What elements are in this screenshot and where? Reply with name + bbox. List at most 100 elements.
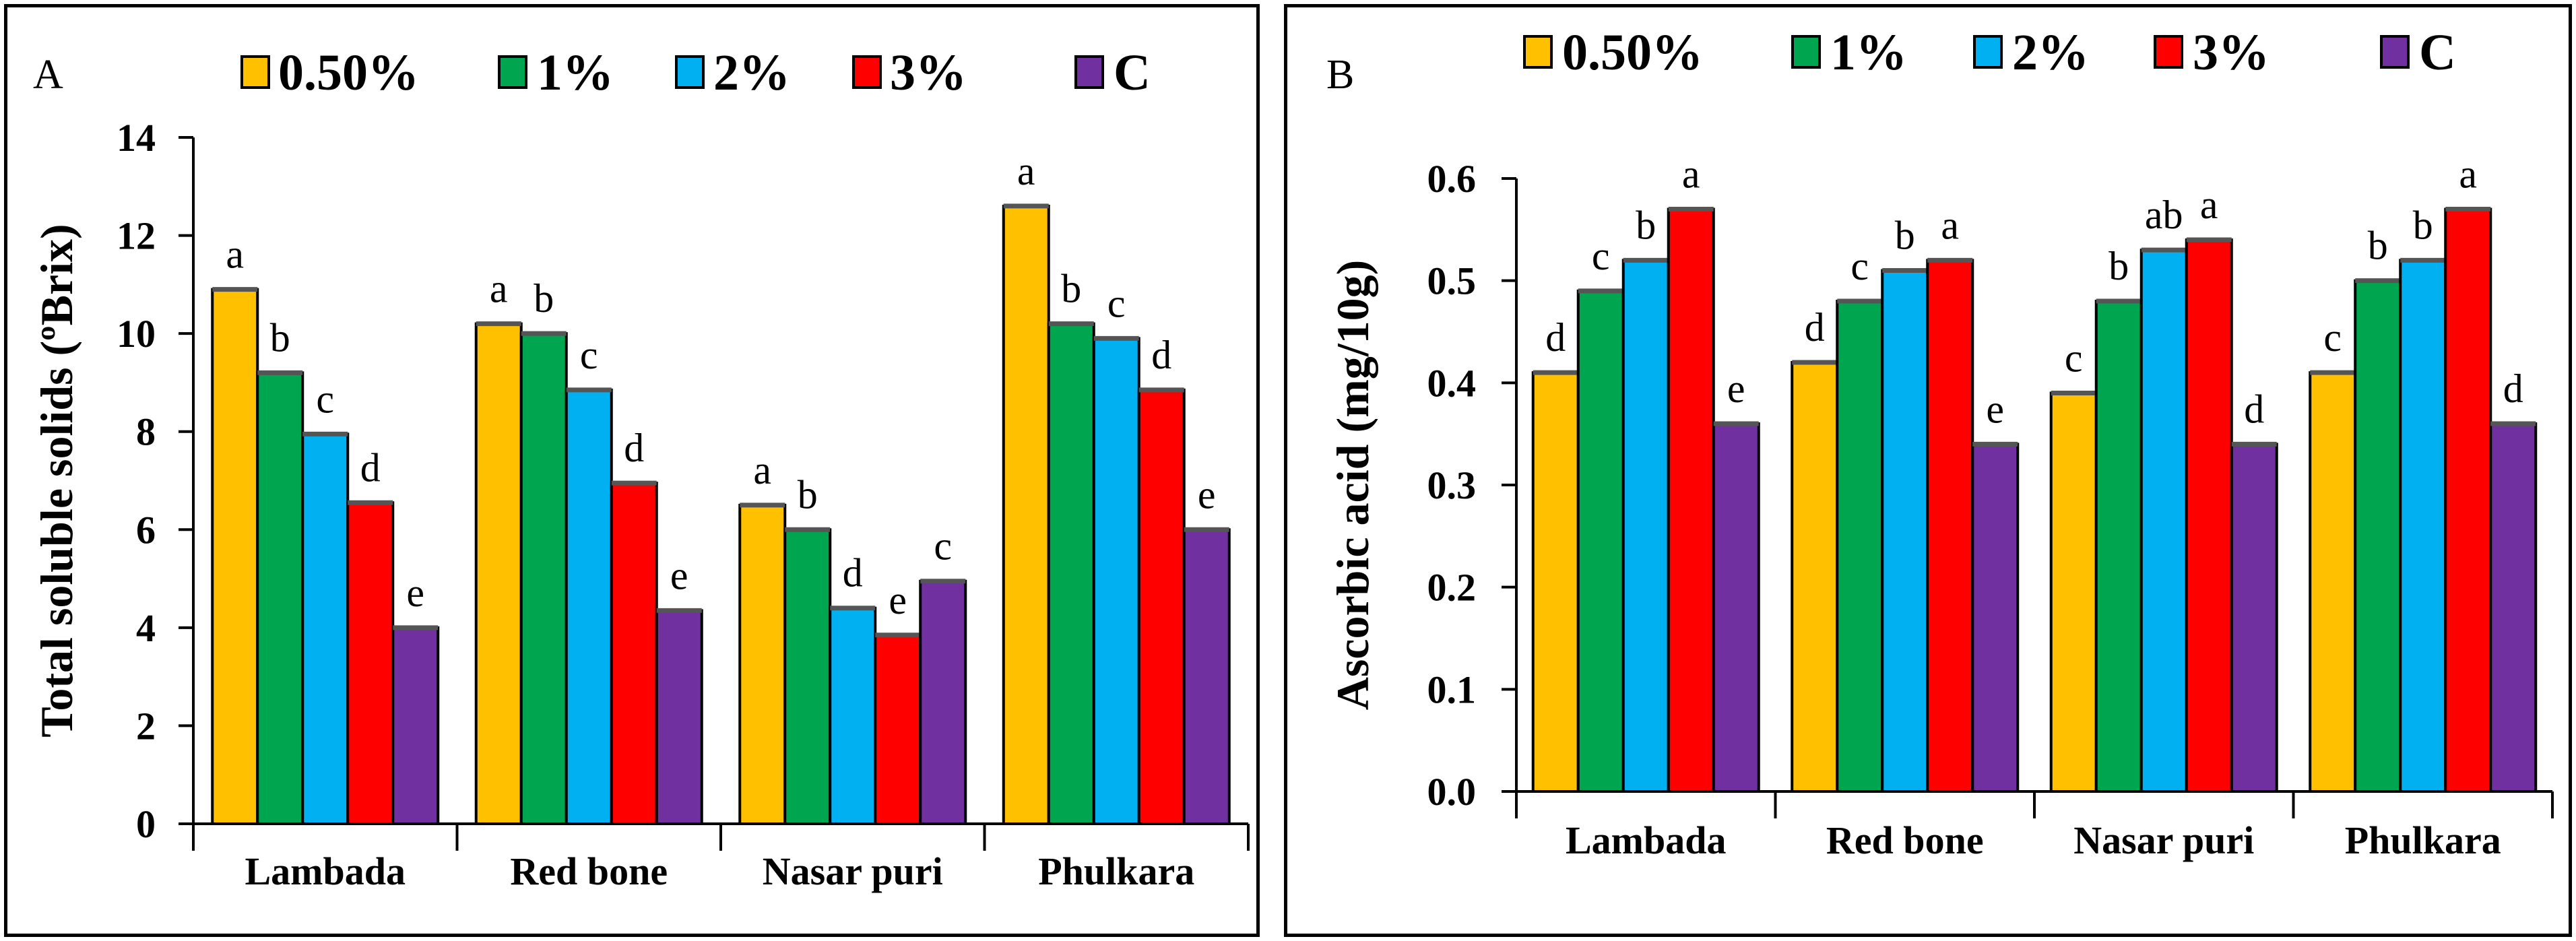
significance-label: b [2413, 203, 2433, 247]
bar-red-bone-2 [565, 388, 613, 825]
y-axis-title: Ascorbic acid (mg/10g) [1327, 260, 1378, 711]
bar-red-bone-4 [655, 609, 703, 825]
bar-phulkara-2 [2399, 259, 2447, 793]
significance-label: c [2065, 336, 2083, 381]
significance-label: e [889, 578, 907, 622]
bar-nasar-puri-3 [2185, 238, 2233, 793]
bar-phulkara-1 [1047, 322, 1095, 826]
legend-label-0: 0.50% [1562, 24, 1703, 81]
legend-label-4: C [1114, 44, 1151, 101]
bar-red-bone-3 [610, 482, 658, 825]
legend-swatch-0 [240, 55, 270, 89]
significance-label: a [1682, 152, 1700, 197]
significance-label: a [753, 448, 771, 492]
legend-swatch-0 [1523, 35, 1553, 69]
significance-label: d [843, 551, 863, 595]
significance-label: a [226, 232, 244, 277]
significance-label: b [270, 315, 290, 360]
legend-label-2: 2% [2012, 24, 2089, 81]
significance-label: c [1592, 234, 1610, 278]
legend-swatch-4 [2380, 35, 2410, 69]
legend-label-3: 3% [2193, 24, 2269, 81]
chart-a: A 0.50% 1% 2% 3% C 0 2 4 6 8 10 12 14 Total soluble so… [31, 44, 1250, 893]
y-tick-label: 10 [117, 312, 156, 356]
bar-lambada-4 [1712, 422, 1760, 793]
significance-label: b [1636, 203, 1656, 247]
bar-phulkara-1 [2354, 279, 2402, 793]
significance-label: e [1198, 472, 1216, 517]
significance-label: b [1061, 267, 1081, 311]
significance-label: d [2503, 366, 2523, 411]
bar-nasar-puri-4 [919, 579, 967, 825]
legend-label-2: 2% [713, 44, 790, 101]
bar-red-bone-0 [474, 322, 523, 826]
significance-label: c [316, 377, 334, 421]
bar-phulkara-0 [2309, 371, 2357, 793]
significance-label: ab [2145, 193, 2183, 237]
legend-label-3: 3% [890, 44, 967, 101]
legend-swatch-4 [1074, 55, 1104, 89]
y-tick-label: 2 [136, 704, 156, 748]
significance-label: c [580, 333, 598, 377]
bar-lambada-2 [301, 432, 350, 825]
significance-label: d [1805, 305, 1825, 350]
x-category-label: Nasar puri [2073, 818, 2254, 862]
significance-label: b [2368, 224, 2388, 268]
significance-label: d [1545, 315, 1566, 360]
significance-label: e [1986, 387, 2004, 431]
legend-label-1: 1% [537, 44, 614, 101]
bar-red-bone-1 [519, 332, 568, 825]
significance-label: a [2200, 183, 2218, 227]
bar-nasar-puri-2 [2139, 249, 2188, 793]
legend-swatch-2 [1973, 35, 2003, 69]
significance-label: e [1727, 366, 1745, 411]
y-tick-label: 4 [136, 606, 156, 650]
bar-nasar-puri-1 [783, 528, 832, 825]
y-tick-label: 0.1 [1427, 668, 1477, 711]
bar-lambada-4 [391, 626, 440, 825]
y-axis-title: Total soluble solids (ºBrix) [31, 224, 82, 737]
significance-label: a [490, 267, 508, 311]
x-category-label: Red bone [1826, 818, 1984, 862]
significance-label: c [934, 524, 952, 569]
legend-label-1: 1% [1830, 24, 1907, 81]
significance-label: a [1941, 203, 1959, 247]
legend-swatch-1 [498, 55, 527, 89]
bar-lambada-1 [256, 371, 304, 825]
bar-lambada-0 [211, 288, 259, 825]
y-tick-label: 14 [117, 116, 156, 160]
significance-label: c [1107, 281, 1126, 325]
chart-panel-a: A 0.50% 1% 2% 3% C 0 2 4 6 8 10 12 14 Total soluble so… [4, 4, 1260, 937]
bar-lambada-2 [1621, 259, 1670, 793]
bar-red-bone-2 [1881, 269, 1929, 793]
y-tick-label: 0.6 [1427, 157, 1477, 201]
bar-phulkara-0 [1002, 204, 1050, 825]
significance-label: d [624, 426, 644, 470]
bar-nasar-puri-1 [2094, 300, 2143, 793]
significance-label: b [534, 276, 554, 321]
y-tick-label: 6 [136, 508, 156, 552]
panel-label: A [33, 52, 63, 98]
bar-lambada-3 [1667, 207, 1715, 793]
significance-label: a [2459, 152, 2477, 197]
x-category-label: Phulkara [1038, 849, 1194, 893]
significance-label: e [670, 553, 688, 597]
y-tick-label: 0.4 [1427, 361, 1477, 405]
bar-phulkara-4 [2489, 422, 2538, 793]
y-tick-label: 0.0 [1427, 770, 1477, 814]
y-tick-label: 12 [117, 214, 156, 258]
x-category-label: Red bone [510, 849, 668, 893]
chart-b: B 0.50% 1% 2% 3% C 0.0 0.1 0.2 0.3 0.4 0.5 0.6 Ascorb… [1326, 24, 2554, 862]
significance-label: a [1017, 149, 1035, 193]
significance-label: e [406, 571, 424, 615]
bar-lambada-1 [1576, 289, 1625, 793]
panel-label: B [1326, 52, 1354, 98]
bar-phulkara-4 [1182, 528, 1231, 825]
chart-panel-b: B 0.50% 1% 2% 3% C 0.0 0.1 0.2 0.3 0.4 0.5 0.6 Ascorb… [1284, 4, 2572, 937]
legend-swatch-3 [852, 55, 882, 89]
bar-red-bone-3 [1926, 259, 1974, 793]
x-category-label: Nasar puri [763, 849, 943, 893]
significance-label: b [798, 472, 818, 517]
bar-red-bone-4 [1971, 443, 2020, 793]
legend-swatch-1 [1791, 35, 1821, 69]
